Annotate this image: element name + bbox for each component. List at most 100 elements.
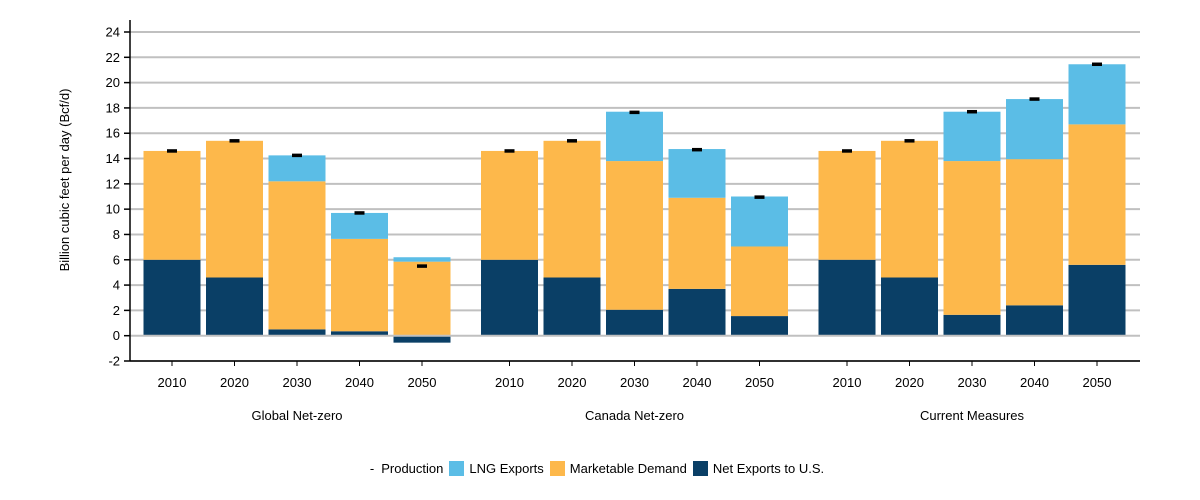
- production-marker: [417, 264, 427, 268]
- bar-net-exports: [543, 277, 601, 336]
- x-tick-label: 2020: [895, 375, 924, 390]
- bar-net-exports: [206, 277, 263, 336]
- x-tick-label: 2040: [345, 375, 374, 390]
- bar-marketable-demand: [818, 150, 876, 260]
- y-tick-label: 4: [113, 278, 120, 293]
- production-marker: [1092, 62, 1102, 67]
- bar-net-exports: [606, 309, 663, 336]
- bar-marketable-demand: [731, 246, 788, 317]
- production-marker: [842, 149, 852, 153]
- x-tick-label: 2030: [283, 375, 312, 390]
- y-tick-label: 6: [113, 252, 120, 267]
- y-tick-label: 8: [113, 227, 120, 242]
- x-tick-label: 2010: [158, 375, 187, 390]
- bar-marketable-demand: [143, 150, 201, 260]
- y-tick-label: 16: [106, 126, 120, 141]
- y-tick-label: -2: [108, 354, 120, 369]
- bar-net-exports: [1068, 264, 1126, 336]
- legend-marker-dash: -: [369, 461, 375, 476]
- production-marker: [967, 109, 977, 114]
- bar-net-exports: [393, 335, 451, 343]
- bar-lng-exports: [606, 111, 663, 162]
- production-marker: [904, 139, 915, 143]
- bar-net-exports: [481, 259, 538, 336]
- bar-marketable-demand: [881, 140, 938, 278]
- bar-marketable-demand: [393, 261, 451, 336]
- y-tick-label: 20: [106, 75, 120, 90]
- legend-swatch: [449, 461, 465, 476]
- y-tick-label: 22: [106, 50, 120, 65]
- bar-net-exports: [881, 277, 938, 336]
- bar-lng-exports: [1068, 64, 1126, 125]
- x-tick-label: 2050: [408, 375, 437, 390]
- bar-marketable-demand: [606, 161, 663, 310]
- x-tick-label: 2010: [495, 375, 524, 390]
- axes: [124, 20, 1140, 366]
- x-tick-label: 2040: [1020, 375, 1049, 390]
- legend-item-marketable-demand: Marketable Demand: [549, 461, 687, 476]
- legend-swatch: [692, 461, 708, 476]
- bar-marketable-demand: [206, 140, 263, 278]
- x-tick-label: 2050: [1083, 375, 1112, 390]
- x-tick-label: 2030: [958, 375, 987, 390]
- group-label: Global Net-zero: [251, 408, 342, 423]
- bar-lng-exports: [268, 155, 326, 182]
- legend: - Production LNG Exports Marketable Demand N…: [0, 461, 1200, 476]
- bar-net-exports: [143, 259, 201, 336]
- x-tick-label: 2020: [558, 375, 587, 390]
- y-tick-label: 18: [106, 100, 120, 115]
- legend-swatch: [549, 461, 565, 476]
- production-marker: [567, 139, 577, 143]
- bar-marketable-demand: [1068, 124, 1126, 265]
- legend-item-lng-exports: LNG Exports: [449, 461, 544, 476]
- legend-label: LNG Exports: [469, 461, 544, 476]
- bar-net-exports: [331, 331, 388, 336]
- production-marker: [504, 149, 515, 153]
- bar-lng-exports: [1006, 99, 1063, 160]
- y-tick-label: 2: [113, 303, 120, 318]
- bar-marketable-demand: [268, 181, 326, 330]
- bar-marketable-demand: [331, 238, 388, 332]
- bar-net-exports: [1006, 305, 1063, 336]
- y-axis-title: Billion cubic feet per day (Bcf/d): [57, 89, 72, 272]
- y-tick-label: 12: [106, 176, 120, 191]
- bar-lng-exports: [668, 149, 726, 198]
- production-marker: [629, 110, 640, 115]
- bar-marketable-demand: [481, 150, 538, 260]
- x-tick-label: 2020: [220, 375, 249, 390]
- legend-label: Net Exports to U.S.: [712, 461, 825, 476]
- bar-net-exports: [731, 316, 788, 336]
- bar-lng-exports: [731, 196, 788, 247]
- bar-marketable-demand: [1006, 159, 1063, 306]
- bar-lng-exports: [393, 257, 451, 262]
- y-tick-label: 10: [106, 202, 120, 217]
- production-marker: [1029, 97, 1040, 101]
- legend-item-net-exports: Net Exports to U.S.: [692, 461, 825, 476]
- x-tick-label: 2010: [833, 375, 862, 390]
- production-marker: [354, 211, 365, 215]
- legend-item-production: - Production: [370, 461, 444, 476]
- production-marker: [754, 195, 765, 199]
- group-label: Canada Net-zero: [585, 408, 684, 423]
- bar-lng-exports: [331, 212, 388, 239]
- production-marker: [167, 149, 177, 153]
- bars: [143, 62, 1126, 343]
- bar-marketable-demand: [543, 140, 601, 278]
- y-tick-label: 14: [106, 151, 120, 166]
- bar-net-exports: [943, 314, 1001, 336]
- bar-lng-exports: [943, 111, 1001, 162]
- bar-net-exports: [818, 259, 876, 336]
- y-tick-label: 0: [113, 328, 120, 343]
- bar-marketable-demand: [668, 197, 726, 289]
- x-tick-label: 2050: [745, 375, 774, 390]
- bar-marketable-demand: [943, 161, 1001, 315]
- bar-net-exports: [668, 288, 726, 336]
- production-marker: [229, 139, 240, 143]
- bar-net-exports: [268, 329, 326, 336]
- legend-label: Marketable Demand: [569, 461, 687, 476]
- x-tick-label: 2040: [683, 375, 712, 390]
- y-tick-label: 24: [106, 25, 120, 40]
- production-marker: [692, 147, 702, 152]
